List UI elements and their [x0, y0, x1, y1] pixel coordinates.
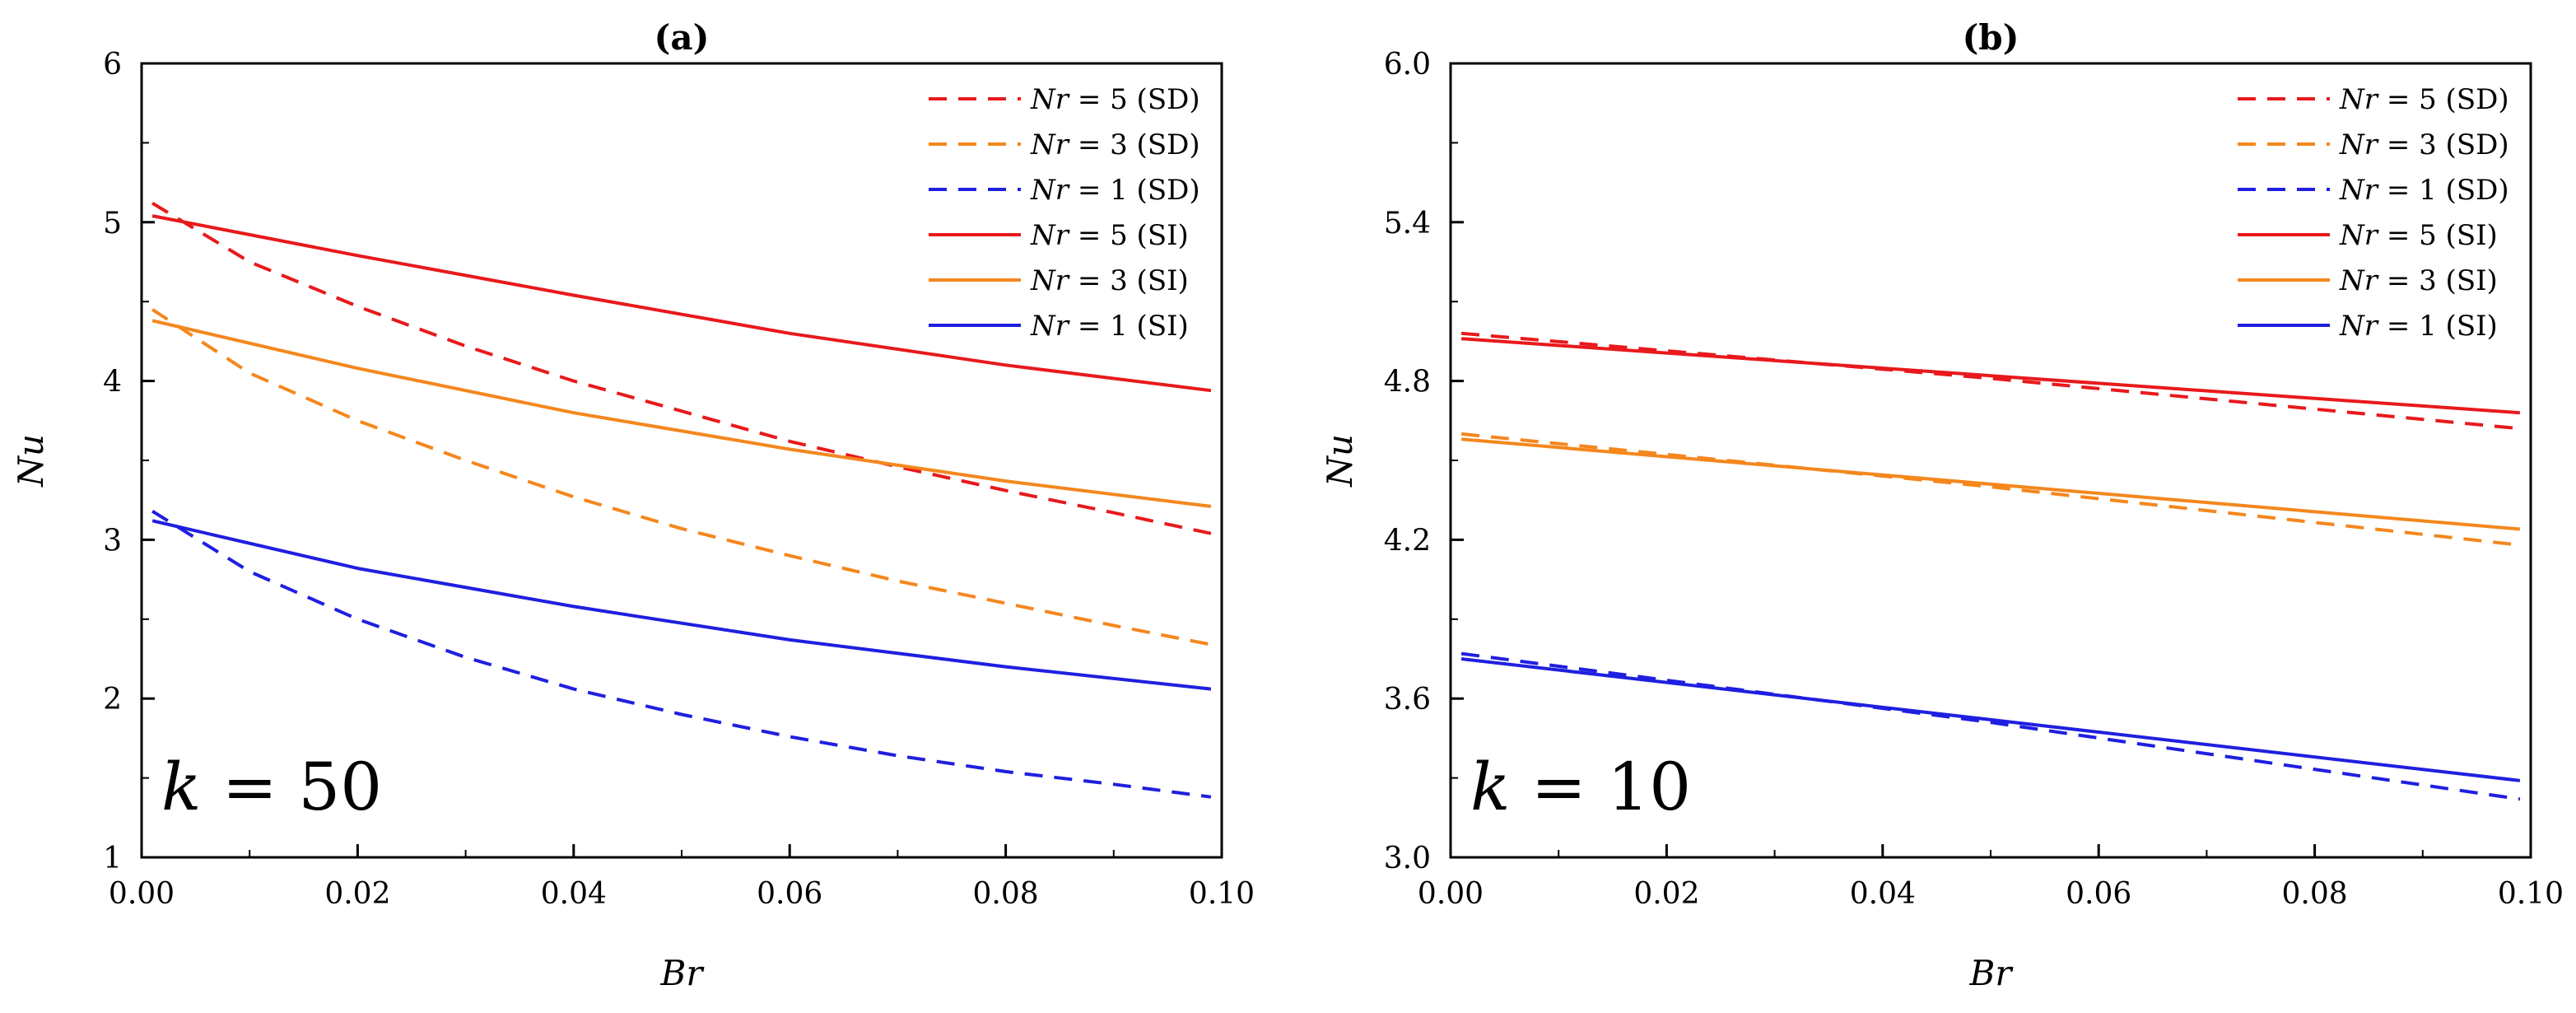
series-lines [151, 201, 1212, 799]
x-tick-label: 0.06 [2066, 877, 2131, 911]
series-line-nr-1-sd [1460, 651, 2521, 801]
legend-label: Nr = 5 (SI) [1030, 219, 1189, 252]
panel-title: (a) [654, 17, 710, 58]
legend-label: Nr = 1 (SI) [2339, 310, 2498, 343]
y-tick-label: 5.4 [1384, 207, 1431, 240]
x-tick-label: 0.10 [2498, 877, 2564, 911]
x-tick-label: 0.10 [1189, 877, 1255, 911]
series-line-nr-5-si [151, 214, 1212, 393]
legend-label: Nr = 5 (SI) [2339, 219, 2498, 252]
legend: Nr = 5 (SD) Nr = 3 (SD) Nr = 1 (SD) Nr = 5 … [929, 83, 1200, 343]
y-tick-label: 6.0 [1384, 48, 1431, 82]
legend-label: Nr = 5 (SD) [1030, 83, 1200, 116]
panel-title: (b) [1962, 17, 2019, 58]
k-annotation: k = 10 [1470, 749, 1691, 825]
panel-b: 0.00 0.02 0.04 0.06 0.08 0.10 3.0 3.6 4.2 4.8 5.4 6… [1320, 17, 2564, 993]
x-tick-label: 0.08 [2282, 877, 2348, 911]
legend-label: Nr = 1 (SI) [1030, 310, 1189, 343]
y-tick-label: 3.0 [1384, 842, 1431, 875]
k-annotation: k = 50 [161, 749, 382, 825]
x-tick-label: 0.00 [109, 877, 175, 911]
series-line-nr-3-si [1460, 437, 2521, 531]
x-axis-title: Br [660, 953, 706, 993]
y-tick-label: 1 [103, 842, 122, 875]
series-line-nr-1-sd [151, 510, 1212, 799]
legend-label: Nr = 3 (SI) [2339, 264, 2498, 297]
legend: Nr = 5 (SD) Nr = 3 (SD) Nr = 1 (SD) Nr = 5 … [2238, 83, 2509, 343]
x-tick-label: 0.08 [973, 877, 1039, 911]
y-tick-label: 5 [103, 207, 122, 240]
x-tick-label: 0.02 [324, 877, 390, 911]
series-line-nr-3-si [151, 319, 1212, 508]
x-tick-label: 0.04 [1850, 877, 1916, 911]
series-line-nr-5-si [1460, 337, 2521, 415]
x-tick-label: 0.06 [757, 877, 822, 911]
y-tick-label: 4.8 [1384, 366, 1431, 399]
y-tick-label: 3.6 [1384, 683, 1431, 717]
legend-label: Nr = 1 (SD) [1030, 174, 1200, 207]
x-axis-title: Br [1969, 953, 2015, 993]
y-axis-title: Nu [11, 434, 51, 488]
legend-label: Nr = 3 (SD) [1030, 128, 1200, 161]
legend-label: Nr = 1 (SD) [2339, 174, 2509, 207]
x-tick-label: 0.00 [1418, 877, 1484, 911]
series-line-nr-1-si [151, 519, 1212, 691]
series-line-nr-5-sd [1460, 331, 2521, 431]
x-tick-label: 0.02 [1633, 877, 1699, 911]
y-tick-label: 6 [103, 48, 122, 82]
series-line-nr-5-sd [151, 201, 1212, 535]
y-tick-label: 2 [103, 683, 122, 717]
series-line-nr-3-sd [1460, 432, 2521, 547]
y-axis-title: Nu [1320, 434, 1360, 488]
legend-label: Nr = 5 (SD) [2339, 83, 2509, 116]
y-tick-label: 3 [103, 524, 122, 558]
x-tick-label: 0.04 [541, 877, 607, 911]
legend-label: Nr = 3 (SD) [2339, 128, 2509, 161]
y-tick-label: 4.2 [1384, 524, 1431, 558]
legend-label: Nr = 3 (SI) [1030, 264, 1189, 297]
series-lines [1460, 331, 2521, 801]
panel-a: 0.00 0.02 0.04 0.06 0.08 0.10 1 2 3 4 5 6 (a) Br Nu Nr … [11, 17, 1255, 993]
series-line-nr-3-sd [151, 308, 1212, 647]
y-tick-label: 4 [103, 366, 122, 399]
series-line-nr-1-si [1460, 657, 2521, 782]
